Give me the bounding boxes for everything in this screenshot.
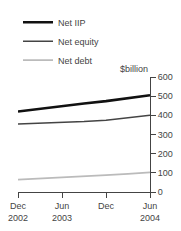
svg-text:Net debt: Net debt (58, 56, 93, 66)
svg-text:$billion: $billion (120, 64, 148, 74)
svg-text:Net equity: Net equity (58, 37, 99, 47)
svg-text:200: 200 (158, 149, 173, 159)
svg-text:0: 0 (158, 187, 163, 197)
svg-text:Dec2002: Dec2002 (8, 201, 28, 223)
svg-text:Jun2004: Jun2004 (140, 201, 160, 223)
svg-text:100: 100 (158, 168, 173, 178)
svg-text:600: 600 (158, 72, 173, 82)
svg-text:Net IIP: Net IIP (58, 18, 86, 28)
svg-text:Dec: Dec (98, 201, 115, 211)
svg-text:500: 500 (158, 91, 173, 101)
svg-text:300: 300 (158, 130, 173, 140)
svg-text:Jun2003: Jun2003 (52, 201, 72, 223)
svg-text:400: 400 (158, 110, 173, 120)
